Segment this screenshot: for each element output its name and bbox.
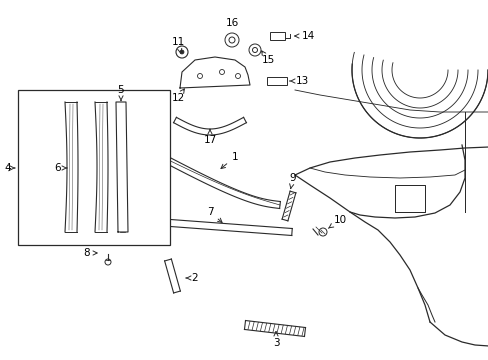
Text: 10: 10 (328, 215, 346, 228)
Text: 14: 14 (294, 31, 314, 41)
Circle shape (180, 50, 183, 54)
Text: 8: 8 (83, 248, 97, 258)
Text: 1: 1 (221, 152, 238, 168)
Text: 17: 17 (203, 129, 216, 145)
Text: 11: 11 (171, 37, 184, 53)
Text: 7: 7 (206, 207, 222, 222)
Text: 3: 3 (272, 332, 279, 348)
Text: 9: 9 (289, 173, 296, 189)
Text: 2: 2 (186, 273, 198, 283)
Text: 12: 12 (171, 89, 184, 103)
Text: 16: 16 (225, 18, 238, 28)
Text: 13: 13 (289, 76, 308, 86)
Bar (18, 90, 170, 245)
Text: 4: 4 (5, 163, 11, 173)
Text: 5: 5 (118, 85, 124, 100)
Polygon shape (180, 57, 249, 88)
Bar (266, 77, 286, 85)
Text: 6: 6 (55, 163, 67, 173)
Text: 15: 15 (261, 51, 274, 65)
Bar (269, 32, 285, 40)
